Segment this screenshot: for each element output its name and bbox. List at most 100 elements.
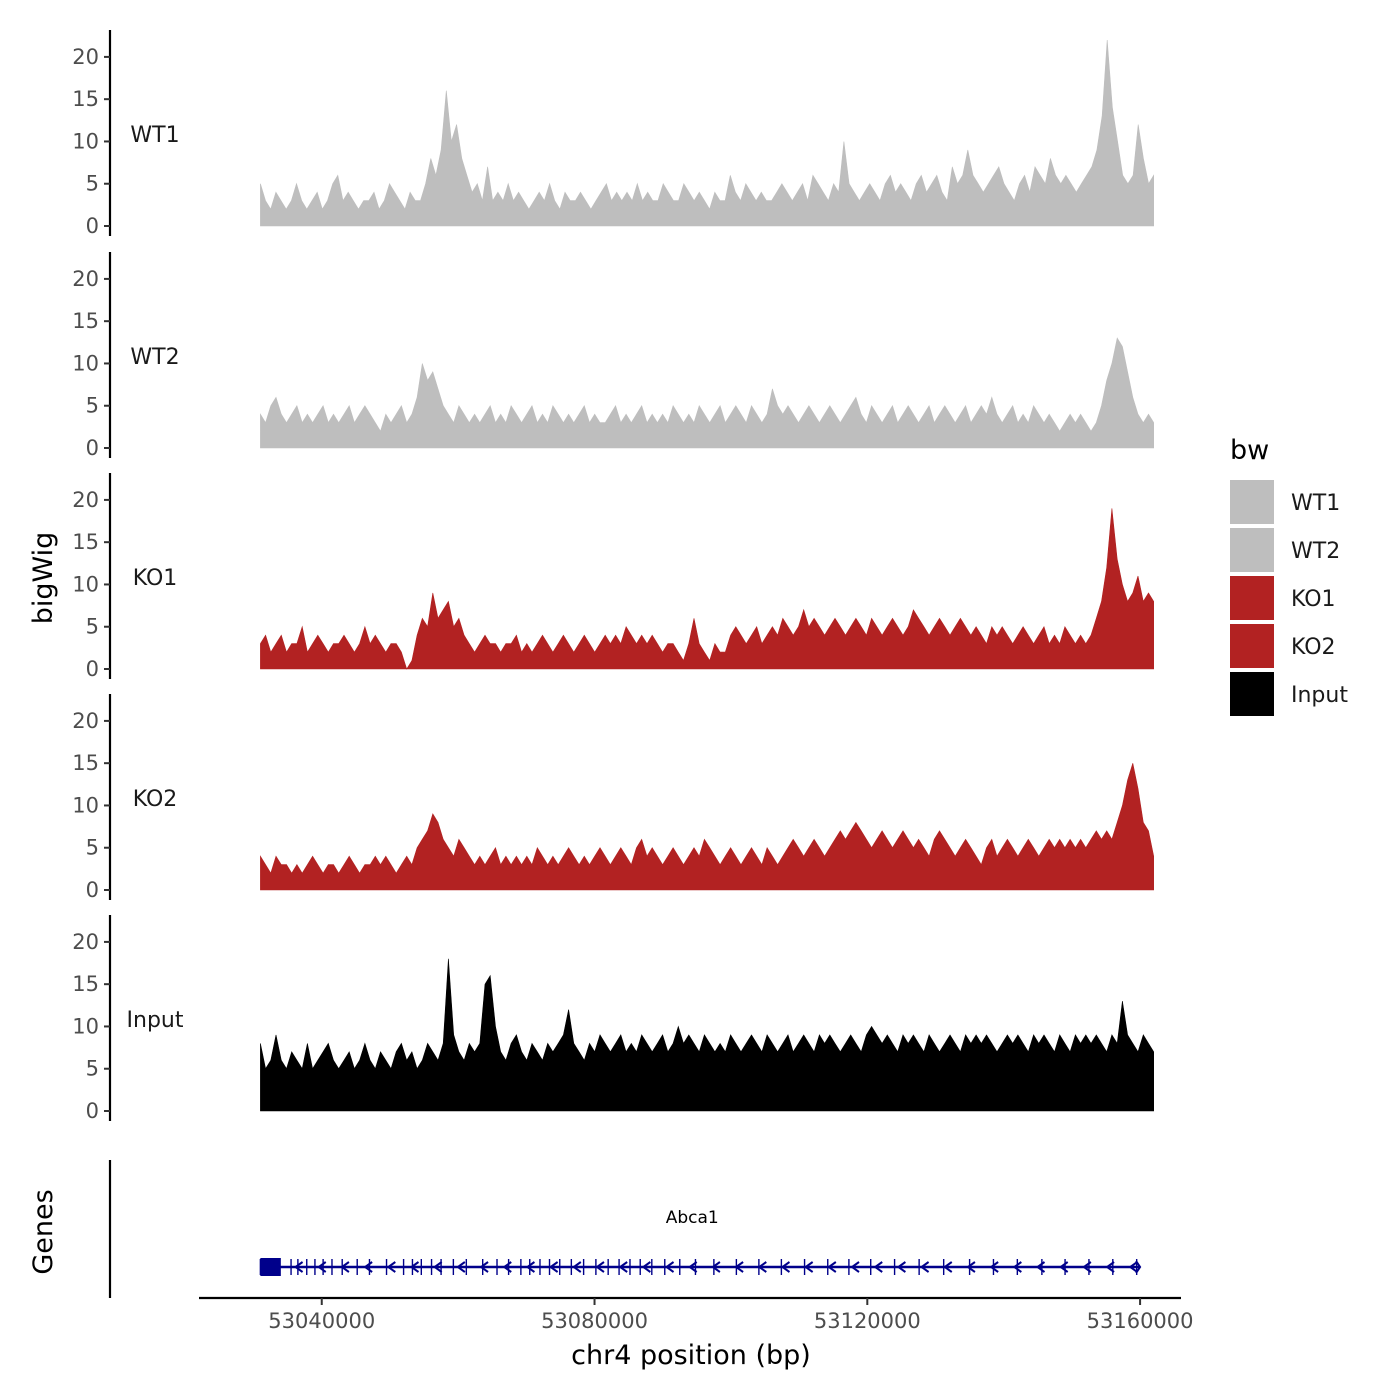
y-tick-label: 20: [72, 267, 99, 291]
strand-arrow: [1058, 1261, 1069, 1273]
x-axis-title: chr4 position (bp): [571, 1340, 811, 1371]
strand-arrow: [270, 1261, 280, 1273]
y-tick-label: 5: [86, 836, 99, 860]
y-tick-label: 15: [72, 309, 99, 333]
gene-exon-block: [260, 1258, 281, 1276]
strand-arrow: [896, 1261, 906, 1273]
y-tick-label: 10: [72, 1014, 99, 1038]
strand-arrow: [479, 1261, 489, 1273]
y-tick-label: 10: [72, 129, 99, 153]
x-tick-label: 53080000: [541, 1309, 648, 1333]
strand-arrow: [943, 1261, 953, 1273]
strand-arrow: [1105, 1261, 1115, 1273]
strand-arrow: [711, 1261, 721, 1273]
strand-arrow: [618, 1261, 628, 1273]
gene-panel-title: Genes: [28, 1189, 59, 1274]
strand-arrow: [340, 1261, 350, 1273]
track-label: Input: [127, 1008, 184, 1033]
legend-label-wt1: WT1: [1291, 491, 1340, 516]
legend-label-ko1: KO1: [1291, 587, 1336, 612]
strand-arrow: [386, 1261, 396, 1273]
strand-arrow: [525, 1261, 536, 1273]
y-tick-label: 0: [86, 878, 99, 902]
track-ko2: 0 5 10 15 20 KO2: [72, 694, 1154, 902]
legend-swatch-wt2: [1230, 528, 1274, 572]
y-tick-label: 5: [86, 1057, 99, 1081]
x-axis: 53040000 53080000 53120000 53160000: [199, 1296, 1194, 1333]
strand-arrow: [641, 1261, 651, 1273]
strand-arrow: [989, 1261, 999, 1273]
x-tick-label: 53040000: [268, 1309, 375, 1333]
strand-arrow: [780, 1261, 791, 1273]
legend-label-ko2: KO2: [1291, 635, 1336, 660]
strand-arrow: [432, 1261, 443, 1273]
y-tick-label: 15: [72, 972, 99, 996]
strand-arrow: [1012, 1261, 1022, 1273]
track-ko1: 0 5 10 15 20 KO1: [72, 473, 1154, 681]
x-tick-label: 53160000: [1087, 1309, 1194, 1333]
y-tick-label: 5: [86, 172, 99, 196]
y-tick-label: 10: [72, 572, 99, 596]
track-label: WT2: [130, 345, 179, 370]
legend-title: bw: [1230, 435, 1269, 466]
y-tick-label: 10: [72, 793, 99, 817]
legend-swatch-ko2: [1230, 624, 1274, 668]
x-tick-label: 53120000: [814, 1309, 921, 1333]
legend-label-input: Input: [1291, 683, 1348, 708]
strand-arrow: [409, 1261, 420, 1273]
track-wt2: 0 5 10 15 20 WT2: [72, 252, 1154, 460]
coverage-area: [260, 958, 1154, 1112]
strand-arrow: [919, 1261, 930, 1273]
y-tick-label: 0: [86, 214, 99, 238]
legend-swatch-ko1: [1230, 576, 1274, 620]
coverage-area: [260, 337, 1154, 449]
legend-swatch-wt1: [1230, 480, 1274, 524]
track-input: 0 5 10 15 20 Input: [72, 915, 1154, 1123]
strand-arrow: [595, 1261, 605, 1273]
coverage-tracks: 0 5 10 15 20 WT1 0 5 10 15 20 WT2 0 5 10 15 20 KO1 0 5 10 15 2…: [72, 30, 1154, 1123]
y-tick-label: 0: [86, 436, 99, 460]
strand-arrow: [966, 1261, 976, 1273]
track-label: WT1: [130, 123, 179, 148]
y-tick-label: 0: [86, 657, 99, 681]
strand-arrow: [803, 1261, 814, 1273]
coverage-area: [260, 39, 1154, 227]
y-tick-label: 20: [72, 709, 99, 733]
track-wt1: 0 5 10 15 20 WT1: [72, 30, 1154, 238]
strand-arrow: [363, 1261, 373, 1273]
gene-panel: Abca1: [108, 1160, 1142, 1298]
strand-arrow: [757, 1261, 767, 1273]
legend-label-wt2: WT2: [1291, 539, 1340, 564]
y-axis-title: bigWig: [28, 532, 59, 625]
strand-arrow: [1035, 1261, 1046, 1273]
strand-arrow: [1128, 1261, 1138, 1273]
y-tick-label: 15: [72, 87, 99, 111]
y-tick-label: 20: [72, 488, 99, 512]
legend: bw WT1 WT2 KO1 KO2 Input: [1230, 435, 1348, 716]
strand-arrow: [873, 1261, 883, 1273]
y-tick-label: 15: [72, 530, 99, 554]
strand-arrow: [572, 1261, 582, 1273]
strand-arrow: [688, 1261, 698, 1273]
coverage-area: [260, 763, 1154, 891]
strand-arrow: [502, 1261, 512, 1273]
strand-arrow: [827, 1261, 837, 1273]
gene-name-label: Abca1: [666, 1208, 719, 1228]
y-tick-label: 15: [72, 751, 99, 775]
track-label: KO1: [133, 566, 178, 591]
strand-arrow: [293, 1261, 304, 1273]
y-tick-label: 20: [72, 45, 99, 69]
gene-end-cap: [1135, 1260, 1142, 1274]
y-tick-label: 5: [86, 615, 99, 639]
strand-arrow: [456, 1261, 466, 1273]
y-tick-label: 20: [72, 930, 99, 954]
y-tick-label: 10: [72, 351, 99, 375]
y-tick-label: 5: [86, 394, 99, 418]
strand-arrow: [850, 1261, 860, 1273]
legend-swatch-input: [1230, 672, 1274, 716]
strand-arrow: [1082, 1261, 1092, 1273]
strand-arrow: [317, 1261, 327, 1273]
strand-arrow: [734, 1261, 744, 1273]
